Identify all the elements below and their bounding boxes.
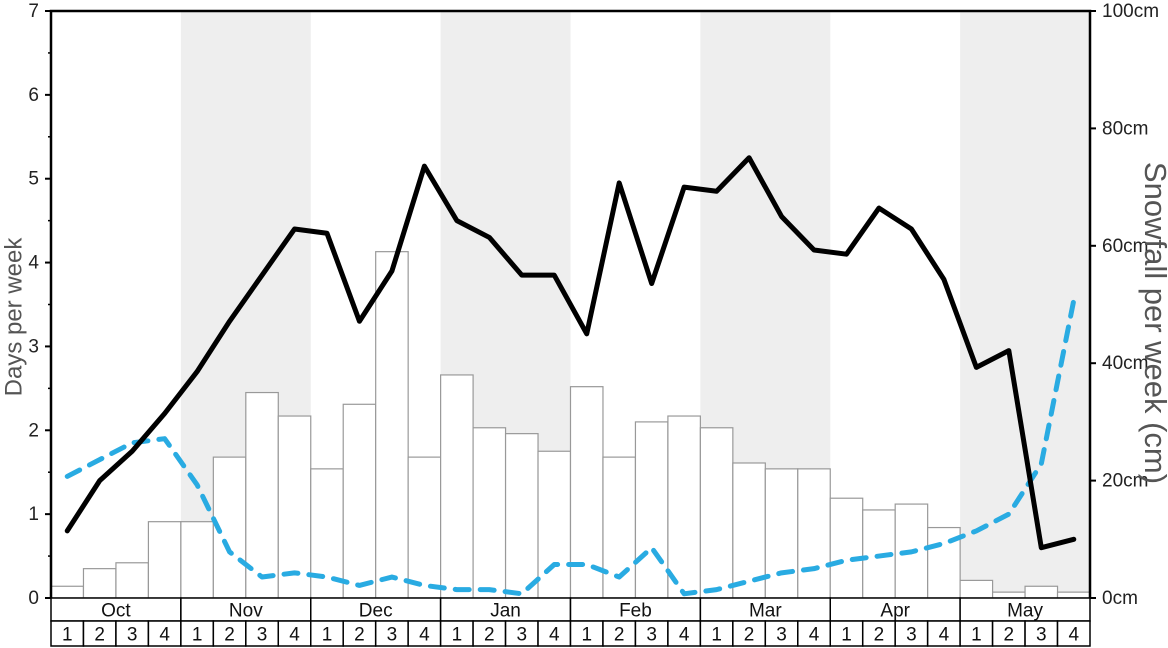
svg-text:5: 5: [28, 169, 39, 190]
svg-text:1: 1: [971, 625, 982, 646]
svg-text:100cm: 100cm: [1102, 1, 1159, 22]
svg-text:2: 2: [874, 625, 885, 646]
svg-text:4: 4: [289, 625, 300, 646]
svg-text:4: 4: [809, 625, 820, 646]
svg-text:3: 3: [517, 625, 528, 646]
svg-text:2: 2: [614, 625, 625, 646]
svg-text:4: 4: [419, 625, 430, 646]
svg-text:2: 2: [28, 420, 39, 441]
svg-text:3: 3: [127, 625, 138, 646]
svg-text:1: 1: [581, 625, 592, 646]
svg-text:4: 4: [679, 625, 690, 646]
svg-text:2: 2: [224, 625, 235, 646]
svg-text:80cm: 80cm: [1102, 118, 1148, 139]
svg-text:Oct: Oct: [101, 601, 131, 622]
svg-text:1: 1: [28, 504, 39, 525]
svg-text:Dec: Dec: [359, 601, 393, 622]
svg-text:Nov: Nov: [229, 601, 263, 622]
svg-text:4: 4: [28, 253, 39, 274]
svg-text:4: 4: [1068, 625, 1079, 646]
svg-text:0cm: 0cm: [1102, 588, 1138, 609]
svg-text:4: 4: [159, 625, 170, 646]
svg-text:3: 3: [257, 625, 268, 646]
svg-text:1: 1: [841, 625, 852, 646]
svg-text:3: 3: [776, 625, 787, 646]
svg-text:2: 2: [744, 625, 755, 646]
svg-text:3: 3: [646, 625, 657, 646]
svg-text:2: 2: [354, 625, 365, 646]
svg-text:4: 4: [549, 625, 560, 646]
svg-text:1: 1: [62, 625, 73, 646]
svg-text:3: 3: [906, 625, 917, 646]
svg-text:Jan: Jan: [490, 601, 521, 622]
svg-text:2: 2: [1004, 625, 1015, 646]
svg-text:1: 1: [322, 625, 333, 646]
svg-text:Mar: Mar: [749, 601, 782, 622]
svg-text:6: 6: [28, 85, 39, 106]
svg-text:3: 3: [28, 336, 39, 357]
svg-text:Feb: Feb: [619, 601, 652, 622]
svg-text:1: 1: [192, 625, 203, 646]
svg-text:3: 3: [1036, 625, 1047, 646]
svg-text:2: 2: [484, 625, 495, 646]
svg-text:0: 0: [28, 588, 39, 609]
svg-text:2: 2: [94, 625, 105, 646]
svg-text:1: 1: [711, 625, 722, 646]
svg-text:7: 7: [28, 1, 39, 22]
svg-text:Apr: Apr: [880, 601, 910, 622]
svg-text:3: 3: [387, 625, 398, 646]
svg-text:May: May: [1007, 601, 1043, 622]
svg-text:1: 1: [452, 625, 463, 646]
svg-text:4: 4: [939, 625, 950, 646]
